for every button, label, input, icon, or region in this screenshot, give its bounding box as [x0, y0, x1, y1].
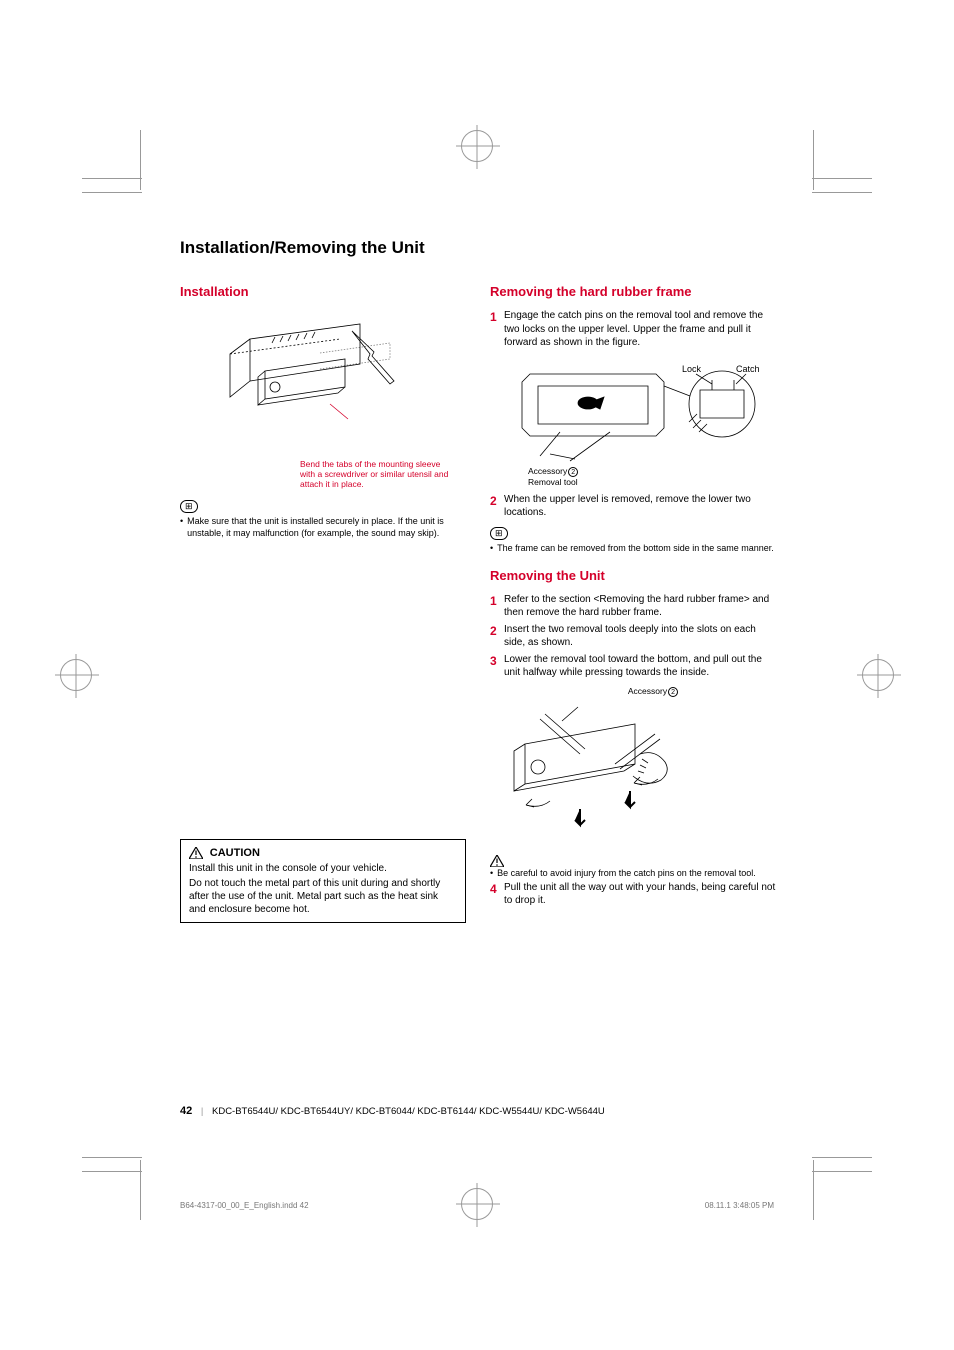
remove-frame-figure: Lock Catch Accessory2 Removal tool — [490, 356, 776, 487]
crop-mark — [140, 1160, 141, 1220]
warning-icon — [189, 847, 203, 859]
crop-mark — [140, 130, 141, 190]
remove-unit-step1: 1 Refer to the section <Removing the har… — [490, 593, 776, 620]
remove-frame-title: Removing the hard rubber frame — [490, 284, 776, 299]
crop-mark — [813, 1160, 814, 1220]
tip-icon: ⊞ — [180, 500, 198, 513]
remove-frame-step2: 2 When the upper level is removed, remov… — [490, 493, 776, 520]
caution-line2: Do not touch the metal part of this unit… — [189, 877, 457, 916]
page-title: Installation/Removing the Unit — [180, 238, 780, 258]
left-column: Installation — [180, 284, 466, 923]
crop-mark — [82, 1157, 142, 1158]
crop-mark — [812, 192, 872, 193]
page-content: Installation/Removing the Unit Installat… — [180, 238, 780, 923]
page-footer: 42 | KDC-BT6544U/ KDC-BT6544UY/ KDC-BT60… — [180, 1105, 605, 1117]
remove-unit-warn: Be careful to avoid injury from the catc… — [490, 867, 776, 879]
crop-mark — [812, 1171, 872, 1172]
warning-icon — [490, 855, 776, 867]
tip-icon: ⊞ — [490, 527, 508, 540]
label-catch: Catch — [736, 364, 760, 374]
print-info-file: B64-4317-00_00_E_English.indd 42 — [180, 1201, 309, 1210]
remove-unit-step4: 4 Pull the unit all the way out with you… — [490, 881, 776, 908]
section-installation-title: Installation — [180, 284, 466, 299]
label-accessory-unit: Accessory2 — [530, 686, 776, 697]
crop-mark — [813, 130, 814, 190]
installation-figure: Bend the tabs of the mounting sleeve wit… — [180, 309, 466, 490]
crop-mark — [82, 178, 142, 179]
caution-box: CAUTION Install this unit in the console… — [180, 839, 466, 923]
registration-mark — [60, 659, 92, 691]
remove-unit-step2: 2 Insert the two removal tools deeply in… — [490, 623, 776, 650]
label-accessory-frame: Accessory2 Removal tool — [528, 466, 776, 487]
registration-mark — [461, 130, 493, 162]
remove-frame-tip: The frame can be removed from the bottom… — [490, 542, 776, 554]
install-fig-caption: Bend the tabs of the mounting sleeve wit… — [300, 459, 450, 490]
remove-unit-title: Removing the Unit — [490, 568, 776, 583]
right-column: Removing the hard rubber frame 1 Engage … — [490, 284, 776, 923]
crop-mark — [812, 178, 872, 179]
remove-frame-step1: 1 Engage the catch pins on the removal t… — [490, 309, 776, 350]
install-tip: Make sure that the unit is installed sec… — [180, 515, 466, 539]
crop-mark — [812, 1157, 872, 1158]
crop-mark — [82, 1171, 142, 1172]
label-lock: Lock — [682, 364, 702, 374]
remove-unit-step3: 3 Lower the removal tool toward the bott… — [490, 653, 776, 680]
registration-mark — [461, 1188, 493, 1220]
crop-mark — [82, 192, 142, 193]
print-info-timestamp: 08.11.1 3:48:05 PM — [705, 1201, 774, 1210]
caution-line1: Install this unit in the console of your… — [189, 862, 457, 875]
registration-mark — [862, 659, 894, 691]
caution-title: CAUTION — [210, 847, 260, 859]
remove-unit-figure: Accessory2 — [490, 686, 776, 849]
